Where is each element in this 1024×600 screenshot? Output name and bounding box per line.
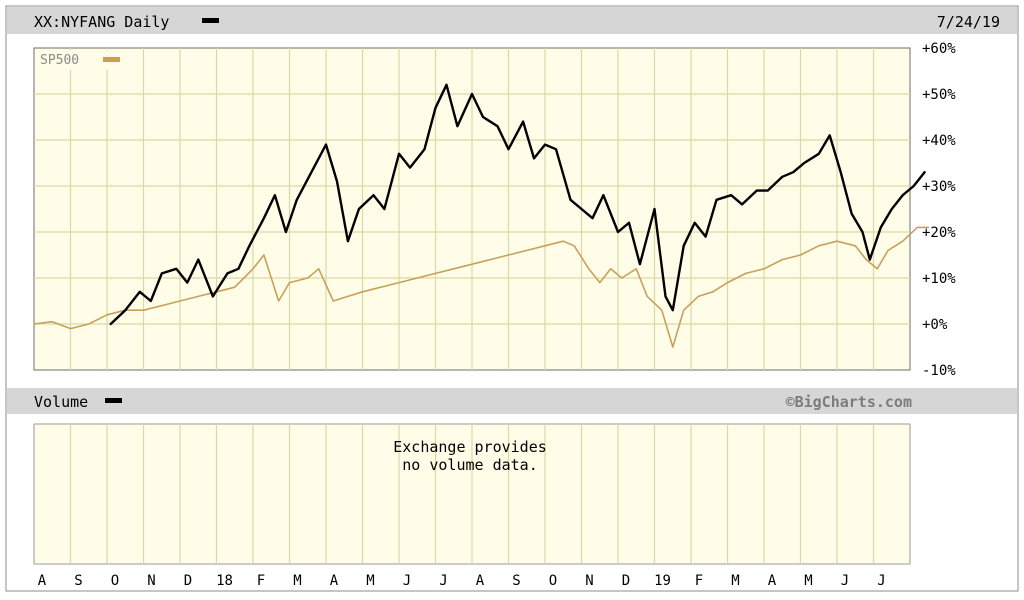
x-tick-label: A bbox=[768, 573, 777, 589]
y-tick-label: +60% bbox=[922, 41, 956, 57]
x-tick-label: N bbox=[147, 573, 155, 589]
x-tick-label: J bbox=[439, 573, 447, 589]
volume-message-line1: Exchange provides bbox=[393, 438, 547, 456]
x-tick-label: J bbox=[877, 573, 885, 589]
x-tick-label: A bbox=[476, 573, 485, 589]
x-tick-label: F bbox=[695, 573, 703, 589]
x-tick-label: 19 bbox=[654, 573, 671, 589]
chart-date: 7/24/19 bbox=[937, 13, 1000, 31]
x-tick-label: F bbox=[257, 573, 265, 589]
price-plot-grid bbox=[34, 48, 910, 370]
x-tick-label: D bbox=[184, 573, 192, 589]
bigcharts-credit: ©BigCharts.com bbox=[786, 393, 912, 411]
x-tick-label: M bbox=[804, 573, 812, 589]
y-tick-label: +20% bbox=[922, 225, 956, 241]
x-tick-label: D bbox=[622, 573, 630, 589]
x-tick-label: A bbox=[38, 573, 47, 589]
y-tick-label: +10% bbox=[922, 271, 956, 287]
sp500-legend-swatch bbox=[103, 57, 120, 62]
x-tick-label: O bbox=[549, 573, 557, 589]
y-tick-label: -10% bbox=[922, 363, 956, 379]
volume-plot-grid bbox=[69, 424, 875, 564]
legend-box bbox=[36, 50, 126, 70]
x-tick-label: A bbox=[330, 573, 339, 589]
x-tick-label: S bbox=[512, 573, 520, 589]
symbol-title: XX:NYFANG Daily bbox=[34, 13, 169, 31]
x-tick-label: M bbox=[293, 573, 301, 589]
x-tick-label: M bbox=[366, 573, 374, 589]
header-bar bbox=[7, 7, 1017, 34]
price-legend-swatch bbox=[202, 18, 219, 23]
volume-bar bbox=[7, 388, 1017, 414]
y-axis-ticks: +60% +50% +40% +30% +20% +10% +0% -10% bbox=[922, 41, 956, 379]
price-line bbox=[109, 83, 926, 326]
y-tick-label: +0% bbox=[922, 317, 948, 333]
x-tick-label: N bbox=[585, 573, 593, 589]
y-tick-label: +40% bbox=[922, 133, 956, 149]
x-tick-label: M bbox=[731, 573, 739, 589]
x-tick-label: J bbox=[403, 573, 411, 589]
sp500-legend-label: SP500 bbox=[40, 53, 79, 68]
volume-legend-swatch bbox=[105, 398, 122, 403]
x-tick-label: J bbox=[841, 573, 849, 589]
volume-label: Volume bbox=[34, 393, 88, 411]
x-tick-label: 18 bbox=[216, 573, 233, 589]
volume-message-line2: no volume data. bbox=[402, 456, 537, 474]
y-tick-label: +30% bbox=[922, 179, 956, 195]
series-layer bbox=[33, 83, 930, 348]
x-tick-label: O bbox=[111, 573, 119, 589]
x-tick-label: S bbox=[74, 573, 82, 589]
y-tick-label: +50% bbox=[922, 87, 956, 103]
x-axis-ticks: A S O N D 18 F M A M J J A S O N D 19 F M A M J J bbox=[38, 573, 886, 589]
